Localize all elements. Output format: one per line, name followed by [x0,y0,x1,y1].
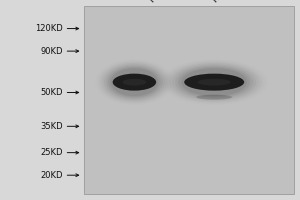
Text: 25KD: 25KD [40,148,63,157]
Text: 20KD: 20KD [40,171,63,180]
Ellipse shape [113,74,156,91]
Bar [84,6,294,194]
Ellipse shape [198,79,231,86]
Ellipse shape [178,67,250,97]
Ellipse shape [175,66,253,99]
Ellipse shape [110,68,158,96]
Text: 120KD: 120KD [35,24,63,33]
Text: MCF-7: MCF-7 [147,0,173,4]
Ellipse shape [122,79,146,86]
Text: 90KD: 90KD [40,47,63,56]
Ellipse shape [181,68,247,96]
Text: 50KD: 50KD [40,88,63,97]
Ellipse shape [184,74,244,91]
Text: 35KD: 35KD [40,122,63,131]
Ellipse shape [196,95,232,100]
Ellipse shape [108,67,160,97]
Text: K562: K562 [210,0,233,4]
Ellipse shape [106,66,163,99]
